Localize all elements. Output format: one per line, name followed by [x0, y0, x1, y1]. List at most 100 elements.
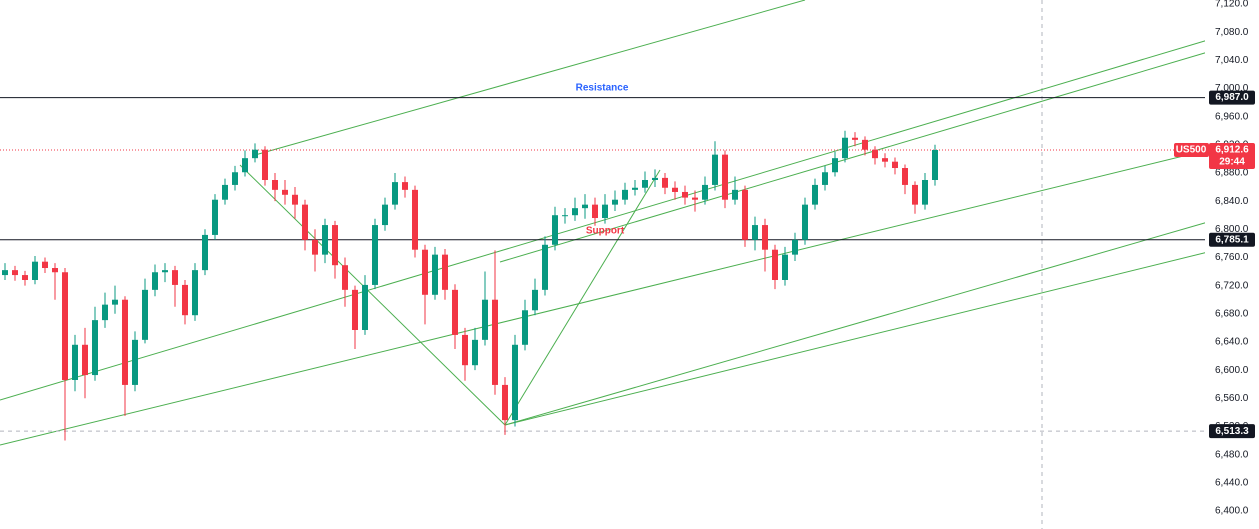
countdown-label: 29:44 [1219, 157, 1245, 168]
candle-body [622, 189, 628, 200]
trendline [254, 0, 806, 156]
trendline [504, 221, 1209, 426]
candle-body [612, 199, 618, 205]
candle-body [632, 187, 638, 190]
candle-body [932, 149, 938, 180]
y-tick-label: 6,600.0 [1215, 365, 1249, 376]
candle-body [122, 299, 128, 385]
candle-body [132, 339, 138, 385]
candle-body [512, 344, 518, 421]
candle-body [812, 184, 818, 205]
candle-body [302, 204, 308, 240]
candle-body [142, 289, 148, 340]
candle-body [52, 268, 58, 273]
candle-body [542, 244, 548, 290]
candle-body [572, 208, 578, 216]
candle-body [392, 182, 398, 205]
price-tag [1209, 424, 1255, 439]
candle-body [792, 239, 798, 255]
trendline [504, 169, 661, 426]
candle-body [502, 384, 508, 421]
candle-body [582, 204, 588, 209]
candle-body [732, 189, 738, 200]
candle-body [82, 344, 88, 376]
last-price-label: 6,912.6 [1215, 145, 1249, 156]
last-price-tag [1209, 142, 1255, 169]
candle-body [882, 158, 888, 162]
price-tag [1209, 90, 1255, 105]
y-tick-label: 6,400.0 [1215, 506, 1249, 517]
candle-body [662, 177, 668, 188]
candle-body [472, 339, 478, 366]
candle-body [92, 320, 98, 376]
candle-body [922, 179, 928, 205]
candle-body [322, 225, 328, 255]
price-tag-label: 6,785.1 [1215, 234, 1249, 245]
candle-body [272, 179, 278, 190]
annotation: Resistance [576, 83, 629, 94]
symbol-tag [1174, 142, 1209, 157]
candle-body [212, 199, 218, 235]
candle-body [712, 154, 718, 185]
candle-body [42, 261, 48, 269]
candle-body [102, 304, 108, 321]
candle-body [682, 191, 688, 198]
y-tick-label: 6,480.0 [1215, 449, 1249, 460]
y-tick-label: 6,720.0 [1215, 280, 1249, 291]
candle-body [832, 158, 838, 173]
candle-body [642, 179, 648, 188]
candle-body [402, 182, 408, 190]
candle-body [62, 272, 68, 380]
candle-body [332, 225, 338, 266]
y-tick-label: 6,800.0 [1215, 224, 1249, 235]
y-tick-label: 6,760.0 [1215, 252, 1249, 263]
candle-body [412, 189, 418, 250]
y-tick-label: 6,680.0 [1215, 308, 1249, 319]
price-tag [1209, 232, 1255, 247]
candle-body [312, 239, 318, 255]
price-tag-label: 6,987.0 [1215, 92, 1249, 103]
trendline [0, 149, 1209, 446]
y-tick-label: 6,880.0 [1215, 168, 1249, 179]
candle-body [522, 310, 528, 345]
candle-body [492, 299, 498, 385]
candle-body [722, 154, 728, 200]
candle-body [592, 204, 598, 219]
candle-body [242, 158, 248, 173]
y-tick-label: 7,040.0 [1215, 55, 1249, 66]
candle-body [602, 204, 608, 219]
candle-body [292, 194, 298, 205]
y-tick-label: 6,440.0 [1215, 477, 1249, 488]
candle-body [482, 299, 488, 340]
candle-body [822, 172, 828, 185]
y-tick-label: 7,080.0 [1215, 27, 1249, 38]
trendline [0, 39, 1209, 401]
candle-body [262, 149, 268, 180]
y-tick-label: 7,000.0 [1215, 83, 1249, 94]
candle-body [72, 344, 78, 380]
candle-body [552, 215, 558, 245]
candle-body [2, 270, 8, 276]
candle-body [852, 137, 858, 140]
candle-body [382, 204, 388, 226]
trendline [504, 251, 1209, 426]
y-tick-label: 6,640.0 [1215, 337, 1249, 348]
candle-body [152, 272, 158, 290]
candle-body [162, 270, 168, 273]
candle-body [452, 289, 458, 335]
candle-body [22, 275, 28, 280]
candle-body [352, 289, 358, 330]
candle-body [782, 254, 788, 280]
candle-body [872, 149, 878, 159]
candle-body [672, 187, 678, 192]
annotation: Support [586, 226, 625, 237]
trendline [239, 164, 506, 426]
trendline [499, 51, 1209, 263]
candle-body [912, 184, 918, 205]
candle-body [902, 168, 908, 185]
candle-body [252, 149, 258, 159]
candle-body [462, 334, 468, 366]
candle-body [362, 284, 368, 330]
price-tag-label: 6,513.3 [1215, 426, 1249, 437]
candle-body [112, 299, 118, 305]
